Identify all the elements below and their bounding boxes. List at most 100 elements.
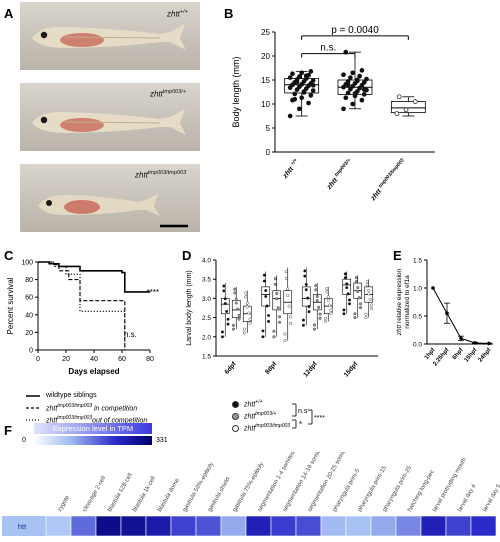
data-point (267, 314, 271, 318)
y-tick-label: 15 (261, 76, 270, 85)
box (390, 101, 426, 114)
heatmap-row-label: htt (18, 522, 27, 531)
gene-name: zhtt (244, 401, 256, 409)
genotype: tmp003/tmp003 (57, 403, 93, 410)
fish-illustration (20, 164, 200, 232)
heatmap-cell (320, 515, 347, 537)
y-tick-label: 2.0 (202, 334, 211, 341)
data-point (445, 311, 449, 315)
data-point (348, 298, 352, 302)
x-axis-label: Days elapsed (68, 367, 119, 376)
heatmap-cell (195, 515, 222, 537)
y-tick-label: 20 (25, 330, 33, 337)
panel-f-letter: F (4, 423, 12, 438)
data-point (326, 295, 330, 299)
y-axis-label: Larval body length (mm) (186, 270, 193, 345)
data-point (346, 292, 350, 296)
fish-label-heterozygous: zhtttmp003/+ (150, 89, 186, 99)
data-point (287, 304, 291, 308)
data-point (223, 297, 227, 301)
heatmap-column-label: larval day 4 (457, 483, 478, 513)
heatmap-cell (445, 515, 472, 537)
data-point (364, 76, 369, 82)
gene-name: zhtt (135, 170, 148, 180)
stat-ns: n.s (298, 408, 308, 415)
x-tick-label: 15dpf (343, 360, 360, 378)
fish-photo-heterozygous (20, 83, 200, 151)
x-tick-label: zhtt +/+ (280, 157, 301, 180)
data-point (242, 327, 246, 331)
tpm-scale-title: Expression level in TPM (34, 423, 152, 434)
fish-label-homozygous: zhtttmp003/tmp003 (135, 170, 186, 180)
data-point (367, 288, 371, 292)
genotype: +/+ (179, 9, 188, 15)
data-point (348, 75, 353, 80)
tpm-scale-min: 0 (22, 437, 26, 444)
y-tick-label: 3.0 (202, 296, 211, 303)
data-point (273, 277, 277, 281)
x-tick-label: 20 (62, 356, 70, 363)
data-point (348, 302, 352, 306)
data-point (283, 339, 287, 343)
data-point (318, 316, 322, 320)
fish-photo-homozygous (20, 164, 200, 232)
heatmap-cell (220, 515, 247, 537)
data-point (303, 274, 307, 278)
data-point (310, 88, 316, 93)
data-point (345, 82, 351, 88)
data-point (342, 312, 346, 316)
y-tick-label: 100 (21, 260, 33, 267)
heatmap-cell (170, 515, 197, 537)
data-point (308, 93, 314, 98)
panel-b-letter: B (224, 6, 234, 21)
heatmap-cell (370, 515, 397, 537)
data-point (301, 89, 307, 94)
data-point (312, 323, 316, 327)
data-point (354, 280, 358, 284)
data-point (272, 329, 276, 333)
data-point (353, 312, 357, 316)
y-axis-label: Percent survival (6, 277, 15, 334)
data-point (303, 73, 309, 79)
heatmap-cell (270, 515, 297, 537)
significance-label: p = 0.0040 (331, 25, 379, 36)
legend-line-dotted (26, 419, 40, 421)
legend-dot-black (232, 400, 239, 408)
data-point (315, 299, 319, 303)
y-tick-label: 0.0 (413, 342, 422, 349)
x-tick-label: zhtt tmp003/+ (324, 157, 355, 191)
y-axis-label: Body length (mm) (231, 56, 241, 127)
heatmap-column-label: cleavage 2-cell (82, 475, 107, 513)
data-point (294, 79, 300, 85)
data-point (267, 319, 271, 323)
data-point (262, 273, 266, 277)
legend-dot-white (232, 424, 239, 432)
data-point (236, 307, 240, 311)
survival-annotation: **** (147, 288, 159, 297)
survival-curve-chart: 0 20 40 60 80 100 0 20 40 60 80 Percent survival Day… (6, 260, 159, 377)
data-point (310, 78, 316, 83)
data-point (275, 297, 279, 301)
y-tick-label: 25 (261, 28, 270, 37)
fish-illustration (20, 2, 200, 70)
box (301, 286, 311, 307)
genotype: tmp003/tmp003 (57, 415, 93, 422)
x-tick-label: 6dpf (224, 360, 239, 376)
data-point (222, 284, 226, 288)
data-point (248, 321, 252, 325)
heatmap-cell (345, 515, 372, 537)
legend-line-solid (26, 395, 40, 397)
fish-label-wildtype: zhtt+/+ (167, 9, 188, 19)
data-point (237, 313, 241, 317)
heatmap-cell (420, 515, 447, 537)
data-point (262, 279, 266, 283)
relative-expression-chart: 0.0 0.5 1.0 1.5 zhtt relative expression norm… (396, 258, 493, 368)
data-point (261, 335, 265, 339)
data-point (459, 336, 463, 341)
data-point (431, 286, 435, 290)
y-axis-label: zhtt relative expression (396, 268, 403, 336)
survival-line-dotted (38, 261, 126, 350)
data-point (364, 316, 368, 320)
data-point (231, 327, 235, 331)
genotype-legend: zhtt+/+ zhtttmp003/+ zhtttmp003/tmp003 (232, 398, 290, 434)
